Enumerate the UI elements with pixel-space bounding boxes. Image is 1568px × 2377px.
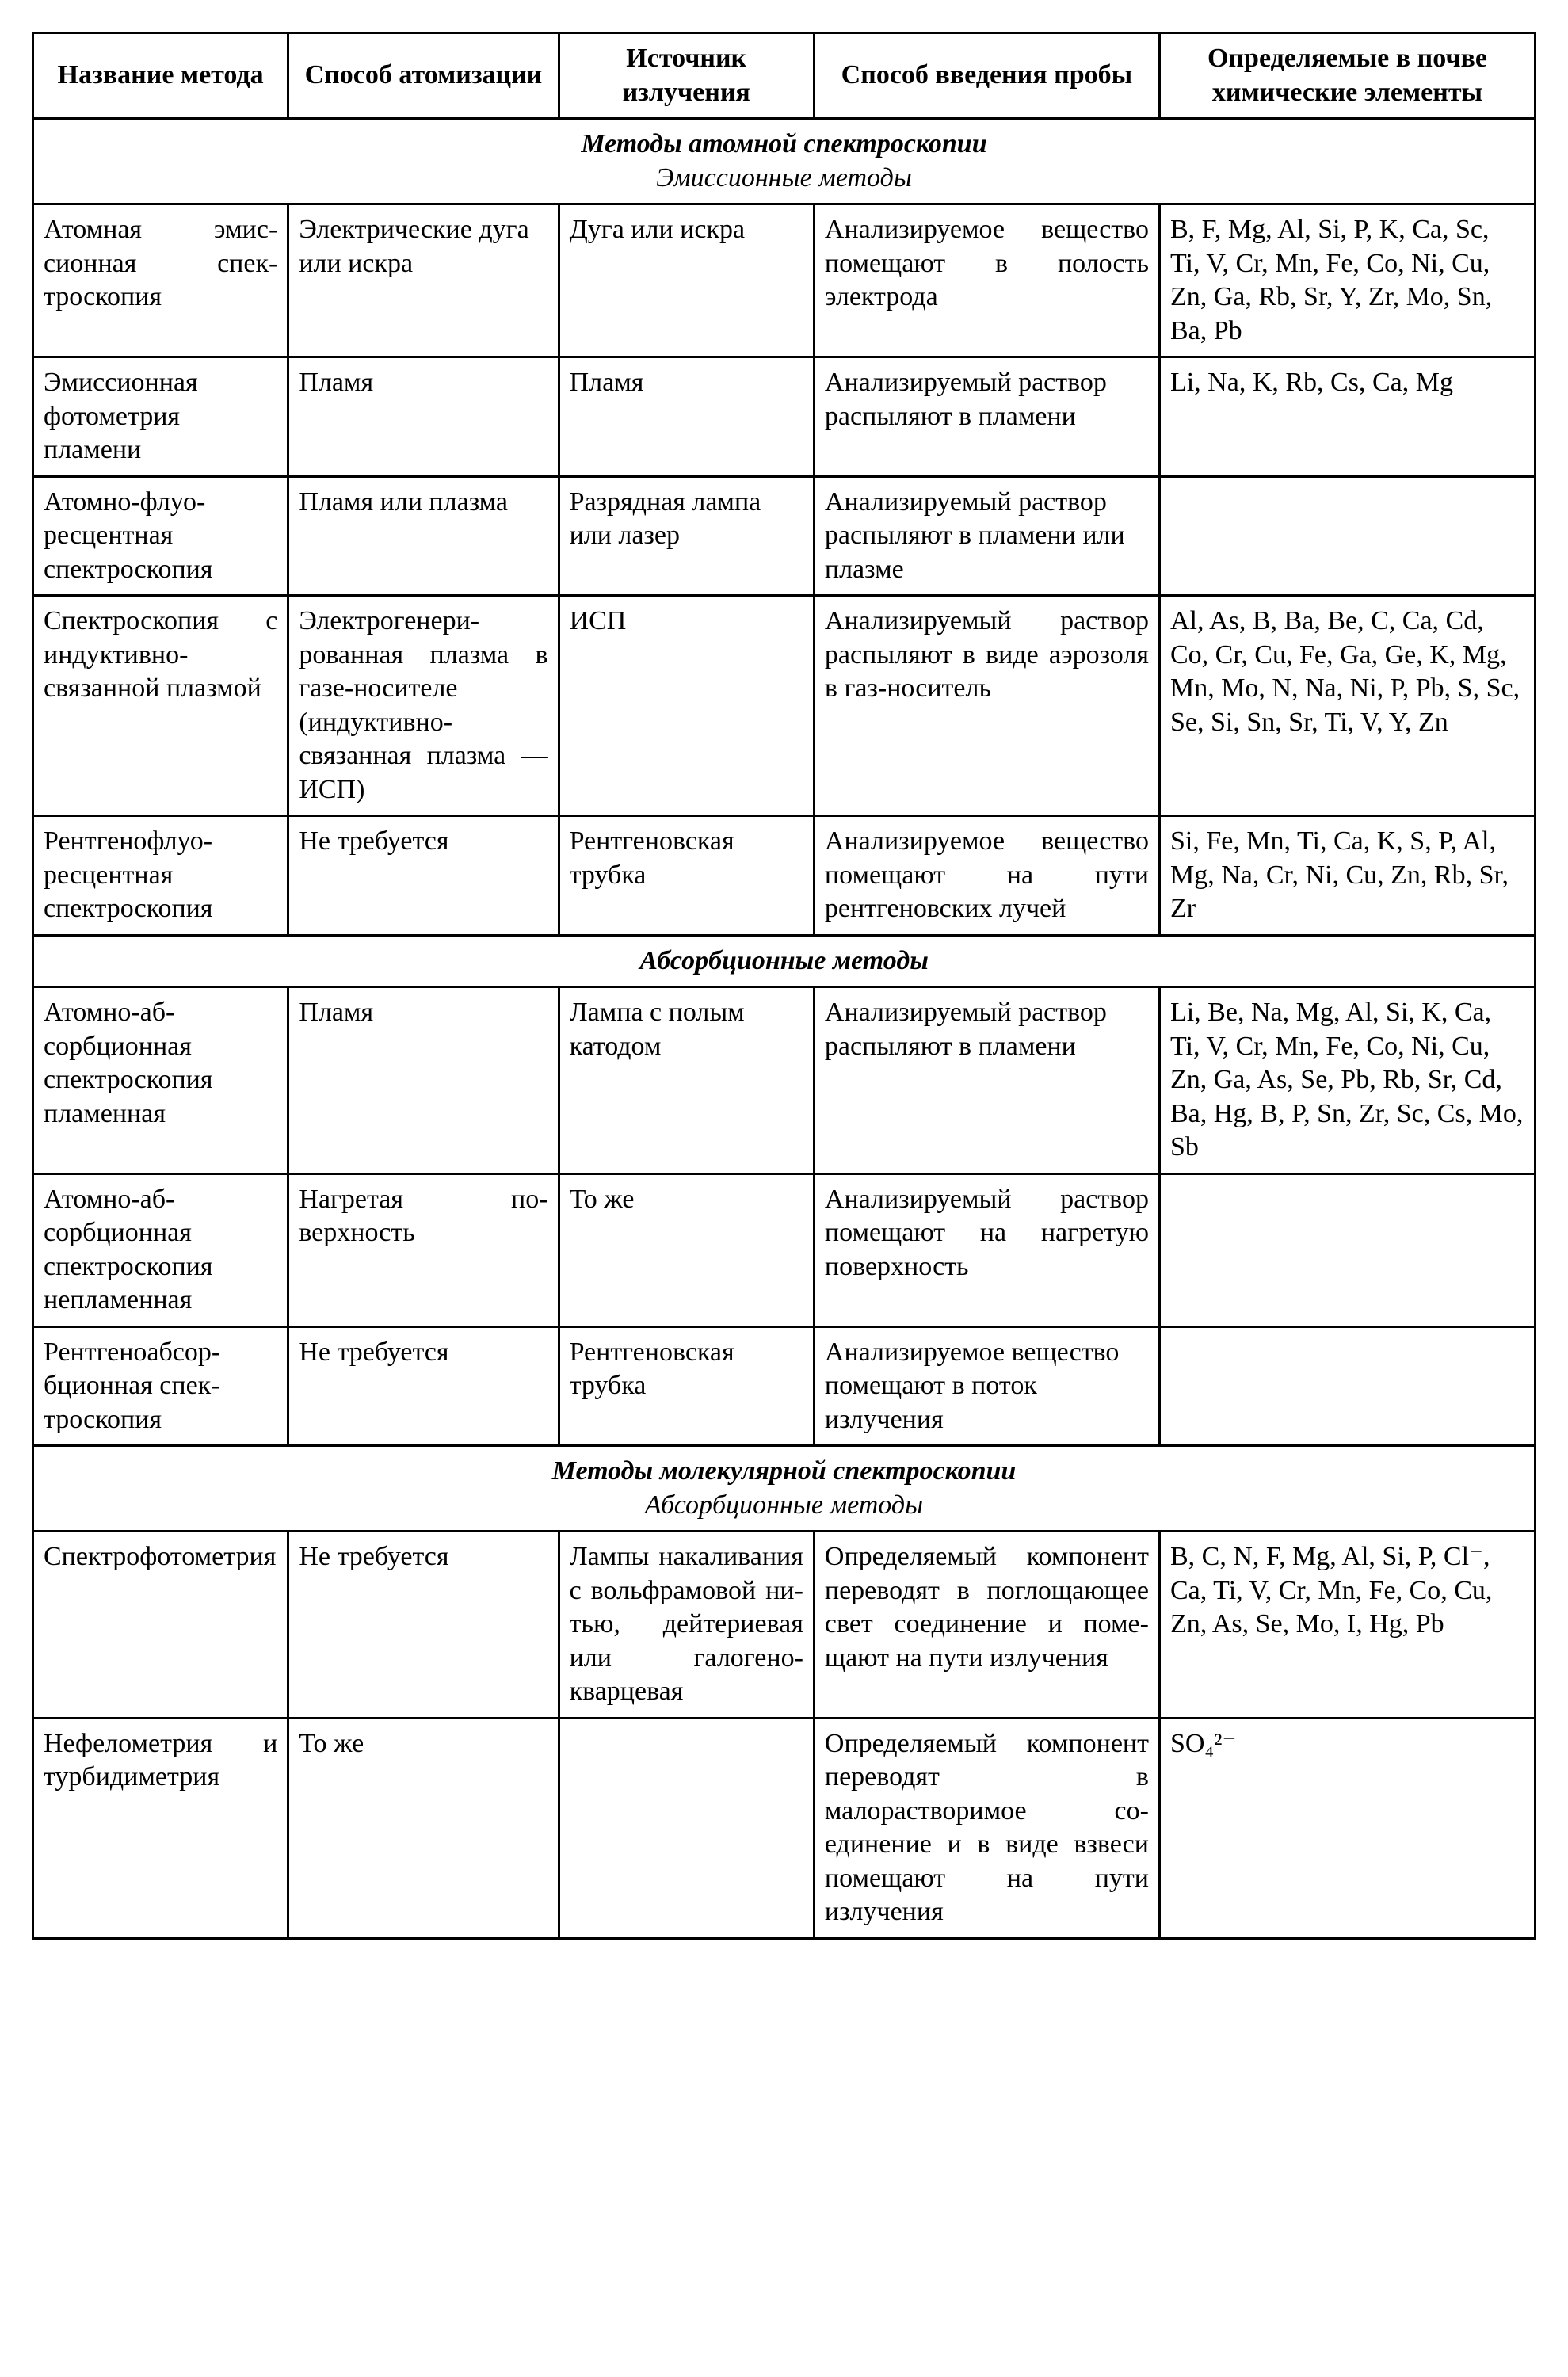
cell-sample: Определяемый ком­понент переводят в мало… [814, 1718, 1159, 1938]
cell-sample: Определяемый ком­понент переводят в погл… [814, 1532, 1159, 1719]
cell-sample: Анализируемое ве­щество помещают на пути… [814, 816, 1159, 936]
header-sample-intro: Способ введения пробы [814, 33, 1159, 119]
section-atomic-emission: Методы атомной спектроскопии Эмиссионные… [33, 119, 1536, 204]
section-subtitle: Эмиссионные методы [44, 162, 1524, 196]
section-row: Абсорбционные методы [33, 935, 1536, 987]
cell-source: Лампа с полым катодом [559, 987, 814, 1174]
cell-method: Атомная эмис­сионная спек­троскопия [33, 204, 288, 357]
cell-method: Рентгеноабсор­бционная спек­троскопия [33, 1326, 288, 1446]
cell-elements: SO₄²⁻ [1159, 1718, 1535, 1938]
cell-elements: Si, Fe, Mn, Ti, Ca, K, S, P, Al, Mg, Na,… [1159, 816, 1535, 936]
table-row: Атомно-аб­сорбционная спектроскопия плам… [33, 987, 1536, 1174]
cell-source [559, 1718, 814, 1938]
cell-method: Нефелометрия и турбидимет­рия [33, 1718, 288, 1938]
cell-source: Дуга или искра [559, 204, 814, 357]
cell-atomization: Не требуется [288, 1326, 559, 1446]
cell-source: Лампы накали­вания с вольф­рамовой ни­ть… [559, 1532, 814, 1719]
cell-method: Атомно-аб­сорбционная спектроскопия плам… [33, 987, 288, 1174]
cell-atomization: Нагретая по­верхность [288, 1173, 559, 1326]
cell-elements: B, C, N, F, Mg, Al, Si, P, Cl⁻, Ca, Ti, … [1159, 1532, 1535, 1719]
section-row: Методы молекулярной спектроскопии Абсорб… [33, 1446, 1536, 1532]
table-row: Спектрофото­метрия Не требуется Лампы на… [33, 1532, 1536, 1719]
table-row: Атомно-аб­сорбционная спектроскопия непл… [33, 1173, 1536, 1326]
section-title: Абсорбционные методы [639, 946, 929, 975]
section-absorption: Абсорбционные методы [33, 935, 1536, 987]
cell-method: Спектрофото­метрия [33, 1532, 288, 1719]
cell-elements: B, F, Mg, Al, Si, P, K, Ca, Sc, Ti, V, C… [1159, 204, 1535, 357]
cell-method: Атомно-аб­сорбционная спектроскопия непл… [33, 1173, 288, 1326]
cell-method: Рентгенофлуо­ресцентная спектроскопия [33, 816, 288, 936]
cell-sample: Анализируемый раствор распыляют в пламен… [814, 357, 1159, 477]
cell-sample: Анализируемый рас­твор помещают на нагре… [814, 1173, 1159, 1326]
cell-atomization: Пламя [288, 987, 559, 1174]
cell-atomization: Электрические дуга или искра [288, 204, 559, 357]
cell-elements: Li, Na, K, Rb, Cs, Ca, Mg [1159, 357, 1535, 477]
table-row: Атомно-флуо­ресцентная спектроскопия Пла… [33, 476, 1536, 596]
cell-source: Пламя [559, 357, 814, 477]
table-row: Эмиссионная фотометрия пламени Пламя Пла… [33, 357, 1536, 477]
table-row: Нефелометрия и турбидимет­рия То же Опре… [33, 1718, 1536, 1938]
section-molecular: Методы молекулярной спектроскопии Абсорб… [33, 1446, 1536, 1532]
section-title: Методы атомной спектроскопии [581, 129, 986, 158]
cell-method: Атомно-флуо­ресцентная спектроскопия [33, 476, 288, 596]
cell-source: То же [559, 1173, 814, 1326]
table-header-row: Название метода Способ атомизации Источн… [33, 33, 1536, 119]
cell-elements [1159, 1326, 1535, 1446]
section-title: Методы молекулярной спектроскопии [552, 1456, 1017, 1486]
cell-atomization: Электрогенери­рованная плазма в газе-нос… [288, 596, 559, 816]
header-radiation-source: Источник излучения [559, 33, 814, 119]
cell-method: Спектроскопия с индуктивно-связанной пла… [33, 596, 288, 816]
cell-elements: Li, Be, Na, Mg, Al, Si, K, Ca, Ti, V, Cr… [1159, 987, 1535, 1174]
cell-elements: Al, As, B, Ba, Be, C, Ca, Cd, Co, Cr, Cu… [1159, 596, 1535, 816]
cell-sample: Анализируемый раствор распыляют в виде а… [814, 596, 1159, 816]
cell-source: Разрядная лампа или лазер [559, 476, 814, 596]
cell-sample: Анализируемый раствор распыляют в пламен… [814, 987, 1159, 1174]
table-row: Рентгеноабсор­бционная спек­троскопия Не… [33, 1326, 1536, 1446]
cell-atomization: Пламя или плазма [288, 476, 559, 596]
header-atomization: Способ атомизации [288, 33, 559, 119]
cell-source: ИСП [559, 596, 814, 816]
header-method-name: Название метода [33, 33, 288, 119]
cell-atomization: Не требуется [288, 1532, 559, 1719]
header-elements: Определяемые в почве химические элементы [1159, 33, 1535, 119]
cell-atomization: То же [288, 1718, 559, 1938]
cell-source: Рентгеновская трубка [559, 816, 814, 936]
section-subtitle: Абсорбционные методы [44, 1489, 1524, 1523]
cell-atomization: Пламя [288, 357, 559, 477]
cell-sample: Анализируемое ве­щество помещают в полос… [814, 204, 1159, 357]
cell-sample: Анализируемый раствор распыляют в пламен… [814, 476, 1159, 596]
cell-elements [1159, 1173, 1535, 1326]
cell-sample: Анализируемое веще­ство помещают в по­то… [814, 1326, 1159, 1446]
table-row: Атомная эмис­сионная спек­троскопия Элек… [33, 204, 1536, 357]
section-row: Методы атомной спектроскопии Эмиссионные… [33, 119, 1536, 204]
cell-elements [1159, 476, 1535, 596]
table-row: Спектроскопия с индуктивно-связанной пла… [33, 596, 1536, 816]
table-row: Рентгенофлуо­ресцентная спектроскопия Не… [33, 816, 1536, 936]
cell-source: Рентгеновская трубка [559, 1326, 814, 1446]
spectroscopy-methods-table: Название метода Способ атомизации Источн… [32, 32, 1536, 1940]
cell-method: Эмиссионная фотометрия пламени [33, 357, 288, 477]
cell-atomization: Не требуется [288, 816, 559, 936]
